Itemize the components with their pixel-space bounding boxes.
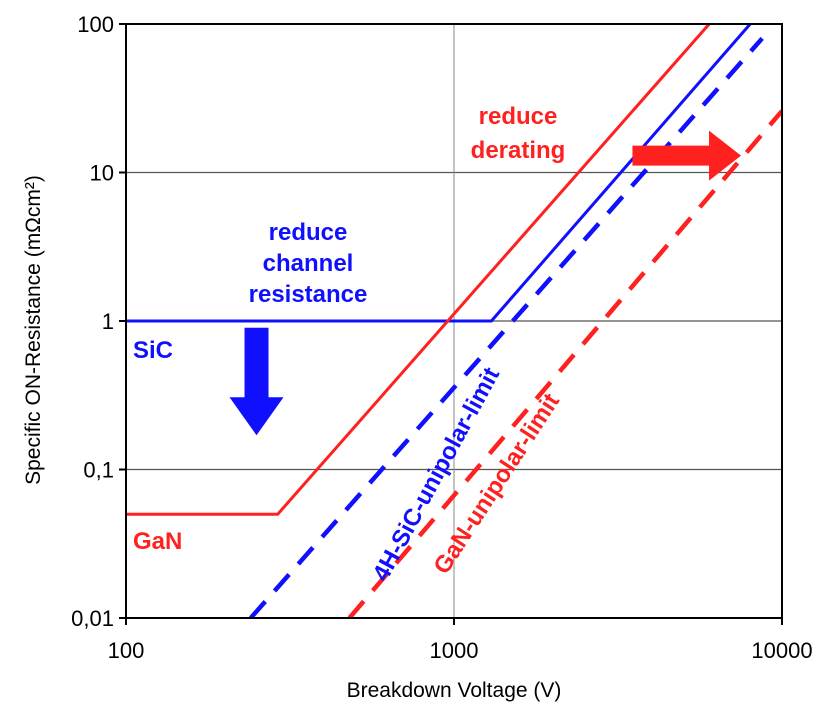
x-tick-label-0: 100 bbox=[108, 638, 145, 663]
reduce-channel-line-3: resistance bbox=[249, 281, 368, 308]
x-tick-label-1: 1000 bbox=[430, 638, 479, 663]
arrow-right-icon bbox=[632, 130, 742, 181]
series-group bbox=[126, 24, 782, 618]
y-tick-label-1: 0,1 bbox=[83, 458, 114, 483]
reduce-channel-line-1: reduce bbox=[269, 219, 348, 246]
reduce-derating-line-1: reduce bbox=[479, 103, 558, 130]
arrow-down-icon bbox=[229, 327, 284, 436]
x-axis-title: Breakdown Voltage (V) bbox=[347, 679, 562, 702]
y-tick-label-4: 100 bbox=[77, 12, 114, 37]
y-tick-label-2: 1 bbox=[102, 309, 114, 334]
reduce-derating-line-2: derating bbox=[471, 137, 566, 164]
gan-label: GaN bbox=[133, 528, 182, 555]
y-tick-label-0: 0,01 bbox=[71, 606, 114, 631]
series-line-gan bbox=[126, 24, 711, 516]
y-axis-title: Specific ON-Resistance (mΩcm²) bbox=[22, 175, 45, 485]
arrows-group bbox=[229, 130, 742, 436]
x-tick-label-2: 10000 bbox=[751, 638, 812, 663]
series-line-gan-unipolar-limit bbox=[347, 109, 782, 618]
series-line-4h-sic-unipolar-limit bbox=[249, 36, 764, 618]
ticks-group: 0,01 0,1 1 10 100 100 1000 10000 bbox=[71, 12, 812, 663]
reduce-channel-line-2: channel bbox=[263, 250, 354, 277]
sic-label: SiC bbox=[133, 337, 173, 364]
series-line-sic bbox=[126, 24, 752, 323]
y-tick-label-3: 10 bbox=[90, 161, 114, 186]
